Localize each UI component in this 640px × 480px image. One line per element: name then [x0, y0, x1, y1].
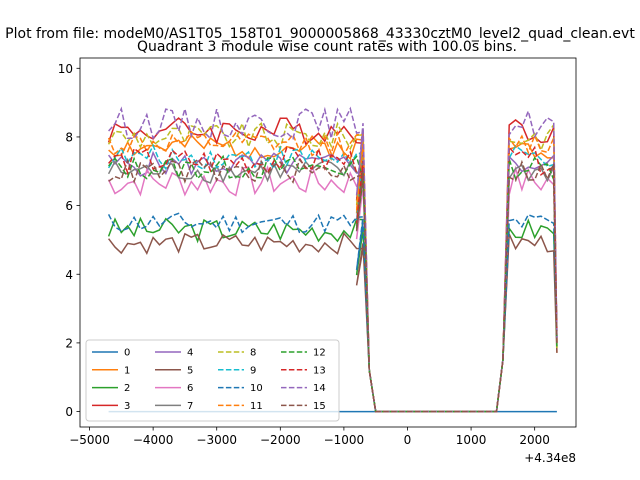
y-tick-label: 4 — [65, 268, 73, 282]
legend-label-11: 11 — [250, 401, 263, 412]
legend-label-3: 3 — [124, 401, 130, 412]
x-tick-label: 0 — [404, 433, 412, 447]
y-tick-label: 10 — [58, 62, 73, 76]
legend-label-7: 7 — [187, 401, 193, 412]
legend-label-2: 2 — [124, 383, 130, 394]
x-tick-label: −5000 — [69, 433, 110, 447]
legend-label-12: 12 — [313, 348, 326, 359]
y-tick-label: 6 — [65, 199, 73, 213]
legend-label-8: 8 — [250, 348, 256, 359]
legend-label-0: 0 — [124, 348, 130, 359]
legend-label-14: 14 — [313, 383, 326, 394]
legend-label-4: 4 — [187, 348, 193, 359]
x-offset-label: +4.34e8 — [524, 451, 576, 465]
chart-suptitle: Plot from file: modeM0/AS1T05_158T01_900… — [5, 26, 635, 42]
y-tick-label: 0 — [65, 405, 73, 419]
chart-title: Quadrant 3 module wise count rates with … — [137, 39, 517, 55]
x-tick-label: −1000 — [324, 433, 365, 447]
x-tick-label: −2000 — [260, 433, 301, 447]
y-tick-label: 2 — [65, 336, 73, 350]
series-layer — [107, 106, 558, 413]
legend-label-15: 15 — [313, 401, 326, 412]
legend-label-6: 6 — [187, 383, 193, 394]
legend-label-5: 5 — [187, 365, 193, 376]
legend-box — [85, 339, 340, 422]
series-line-13 — [108, 145, 558, 413]
legend-label-1: 1 — [124, 365, 130, 376]
legend-label-10: 10 — [250, 383, 263, 394]
legend-label-9: 9 — [250, 365, 256, 376]
y-tick-label: 8 — [65, 130, 73, 144]
plot-frame — [79, 57, 577, 428]
x-tick-label: −4000 — [133, 433, 174, 447]
series-line-14 — [108, 106, 558, 413]
legend-label-13: 13 — [313, 365, 326, 376]
x-tick-label: 2000 — [519, 433, 550, 447]
axes-layer: −5000 −4000 −3000 −2000 −1000 0 1000 2000 0 2 4 6 8 1… — [58, 57, 577, 465]
x-tick-label: 1000 — [456, 433, 487, 447]
x-tick-label: −3000 — [196, 433, 237, 447]
